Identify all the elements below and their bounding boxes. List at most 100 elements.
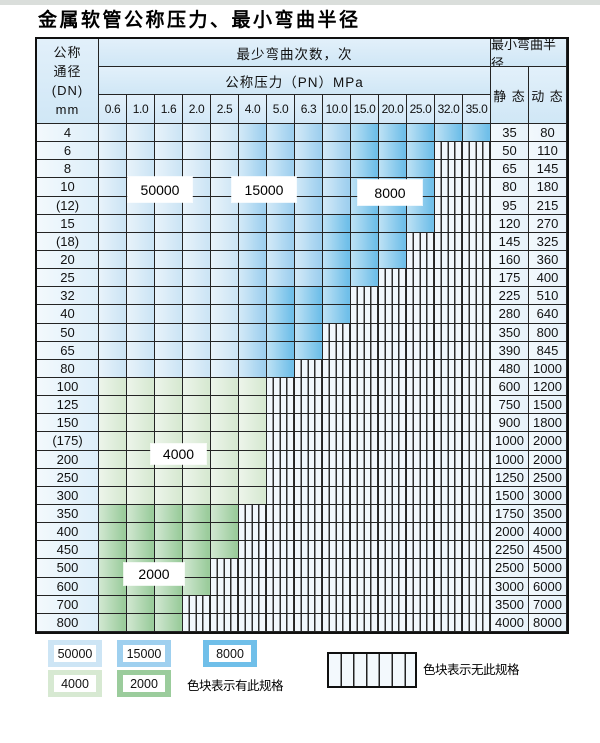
no-spec-cell <box>239 577 267 596</box>
dynamic-radius-value: 510 <box>529 287 567 306</box>
no-spec-cell <box>379 468 407 487</box>
dynamic-radius-value: 6000 <box>529 577 567 596</box>
spec-cell-50000 <box>183 305 211 324</box>
spec-cell-50000 <box>211 287 239 306</box>
spec-cell-2000 <box>155 504 183 524</box>
spec-cell-4000 <box>239 414 267 433</box>
spec-cell-50000 <box>211 269 239 288</box>
no-spec-cell <box>435 450 463 469</box>
no-spec-cell <box>323 396 351 415</box>
static-radius-value: 4000 <box>491 613 529 632</box>
no-spec-cell <box>323 341 351 360</box>
no-spec-cell <box>435 178 463 197</box>
spec-cell-50000 <box>99 305 127 324</box>
no-spec-cell <box>267 450 295 469</box>
no-spec-cell <box>323 468 351 487</box>
spec-cell-50000 <box>155 359 183 378</box>
spec-cell-8000 <box>351 124 379 143</box>
no-spec-cell <box>295 414 323 433</box>
dynamic-radius-value: 1500 <box>529 396 567 415</box>
no-spec-cell <box>463 142 491 161</box>
no-spec-cell <box>351 305 379 324</box>
no-spec-cell <box>239 595 267 614</box>
no-spec-cell <box>267 432 295 451</box>
no-spec-cell <box>239 613 267 632</box>
dynamic-radius-value: 270 <box>529 214 567 233</box>
spec-cell-50000 <box>127 305 155 324</box>
no-spec-cell <box>463 486 491 505</box>
spec-cell-4000 <box>155 414 183 433</box>
no-spec-cell <box>435 504 463 524</box>
dynamic-radius-value: 7000 <box>529 595 567 614</box>
spec-cell-15000 <box>267 160 295 179</box>
no-spec-cell <box>295 432 323 451</box>
no-spec-cell <box>323 541 351 560</box>
no-spec-cell <box>323 559 351 578</box>
spec-cell-4000 <box>99 486 127 505</box>
static-radius-value: 1000 <box>491 450 529 469</box>
no-spec-cell <box>435 160 463 179</box>
spec-cell-50000 <box>99 341 127 360</box>
spec-cell-8000 <box>267 287 295 306</box>
no-spec-cell <box>463 468 491 487</box>
legend-has-spec-text: 色块表示有此规格 <box>187 679 284 693</box>
no-spec-cell <box>295 613 323 632</box>
no-spec-cell <box>407 341 435 360</box>
spec-cell-8000 <box>351 250 379 270</box>
spec-cell-50000 <box>183 160 211 179</box>
no-spec-cell <box>267 377 295 397</box>
spec-cell-4000 <box>211 396 239 415</box>
spec-cell-50000 <box>127 124 155 143</box>
spec-cell-2000 <box>99 504 127 524</box>
spec-cell-15000 <box>239 250 267 270</box>
spec-cell-4000 <box>127 414 155 433</box>
spec-cell-2000 <box>155 595 183 614</box>
no-spec-cell <box>211 595 239 614</box>
spec-cell-2000 <box>99 577 127 596</box>
spec-cell-50000 <box>211 232 239 251</box>
spec-cell-2000 <box>99 523 127 542</box>
spec-cell-8000 <box>407 124 435 143</box>
spec-cell-50000 <box>155 214 183 233</box>
spec-cell-4000 <box>183 396 211 415</box>
no-spec-cell <box>295 523 323 542</box>
spec-cell-50000 <box>127 359 155 378</box>
spec-cell-50000 <box>155 250 183 270</box>
no-spec-cell <box>323 577 351 596</box>
no-spec-cell <box>351 414 379 433</box>
static-radius-value: 1250 <box>491 468 529 487</box>
spec-cell-50000 <box>211 305 239 324</box>
no-spec-cell <box>379 559 407 578</box>
spec-cell-8000 <box>267 305 295 324</box>
static-radius-value: 65 <box>491 160 529 179</box>
dn-row-label: 150 <box>37 414 99 433</box>
no-spec-cell <box>351 450 379 469</box>
static-radius-value: 1000 <box>491 432 529 451</box>
corner-line: (DN) <box>51 83 84 98</box>
no-spec-cell <box>379 432 407 451</box>
no-spec-cell <box>267 414 295 433</box>
no-spec-cell <box>407 541 435 560</box>
no-spec-cell <box>379 450 407 469</box>
dn-row-label: 20 <box>37 250 99 270</box>
no-spec-cell <box>323 504 351 524</box>
no-spec-cell <box>407 323 435 342</box>
no-spec-cell <box>351 396 379 415</box>
no-spec-cell <box>379 359 407 378</box>
no-spec-cell <box>211 577 239 596</box>
spec-cell-4000 <box>127 486 155 505</box>
spec-cell-15000 <box>323 142 351 161</box>
no-spec-cell <box>267 559 295 578</box>
spec-cell-2000 <box>127 613 155 632</box>
no-spec-cell <box>463 414 491 433</box>
no-spec-cell <box>323 486 351 505</box>
spec-cell-4000 <box>211 468 239 487</box>
spec-cell-4000 <box>99 450 127 469</box>
pressure-col-header: 6.3 <box>295 95 323 124</box>
spec-cell-50000 <box>183 287 211 306</box>
no-spec-cell <box>239 541 267 560</box>
spec-cell-15000 <box>323 124 351 143</box>
spec-cell-15000 <box>239 323 267 342</box>
dynamic-radius-value: 325 <box>529 232 567 251</box>
no-spec-cell <box>463 305 491 324</box>
